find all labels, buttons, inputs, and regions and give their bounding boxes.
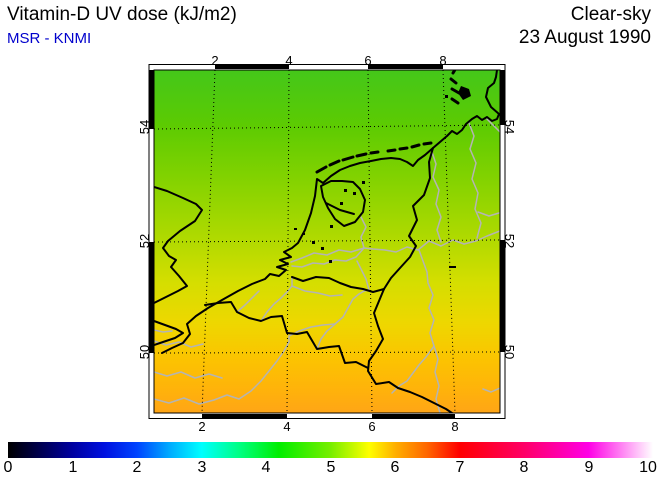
colorbar-tick-5: 5 xyxy=(326,459,336,476)
lat-tick-left-50: 50 xyxy=(137,344,152,360)
lon-tick-top-8: 8 xyxy=(439,53,447,68)
lon-tick-top-6: 6 xyxy=(364,53,372,68)
colorbar-tick-7: 7 xyxy=(455,459,465,476)
wadden-islands xyxy=(315,70,461,174)
colorbar-tick-0: 0 xyxy=(3,459,13,476)
lat-tick-right-54: 54 xyxy=(502,119,517,135)
colorbar-tick-6: 6 xyxy=(390,459,400,476)
lat-tick-right-52: 52 xyxy=(502,233,517,249)
date-label: 23 August 1990 xyxy=(518,27,651,48)
colorbar-tick-9: 9 xyxy=(584,459,594,476)
lon-tick-top-2: 2 xyxy=(211,53,219,68)
colorbar-tick-4: 4 xyxy=(261,459,271,476)
colorbar-gradient xyxy=(8,442,653,458)
map-frame xyxy=(148,64,506,419)
colorbar-tick-8: 8 xyxy=(519,459,529,476)
lat-tick-left-52: 52 xyxy=(137,233,152,249)
colorbar-tick-10: 10 xyxy=(639,459,657,476)
colorbar-tick-2: 2 xyxy=(132,459,142,476)
small-lakes xyxy=(294,86,471,268)
sky-condition-label: Clear-sky xyxy=(570,4,651,25)
data-source-label: MSR - KNMI xyxy=(7,30,92,47)
lat-tick-right-50: 50 xyxy=(502,344,517,360)
coastlines xyxy=(154,70,500,413)
lon-tick-bottom-8: 8 xyxy=(451,419,459,434)
lat-tick-left-54: 54 xyxy=(137,119,152,135)
lon-tick-bottom-4: 4 xyxy=(283,419,291,434)
lon-tick-bottom-2: 2 xyxy=(198,419,206,434)
plot-title: Vitamin-D UV dose (kJ/m2) xyxy=(7,4,237,25)
lat-lon-grid xyxy=(154,70,500,413)
lon-tick-top-4: 4 xyxy=(285,53,293,68)
colorbar-tick-3: 3 xyxy=(197,459,207,476)
colorbar-tick-1: 1 xyxy=(68,459,78,476)
lon-tick-bottom-6: 6 xyxy=(368,419,376,434)
